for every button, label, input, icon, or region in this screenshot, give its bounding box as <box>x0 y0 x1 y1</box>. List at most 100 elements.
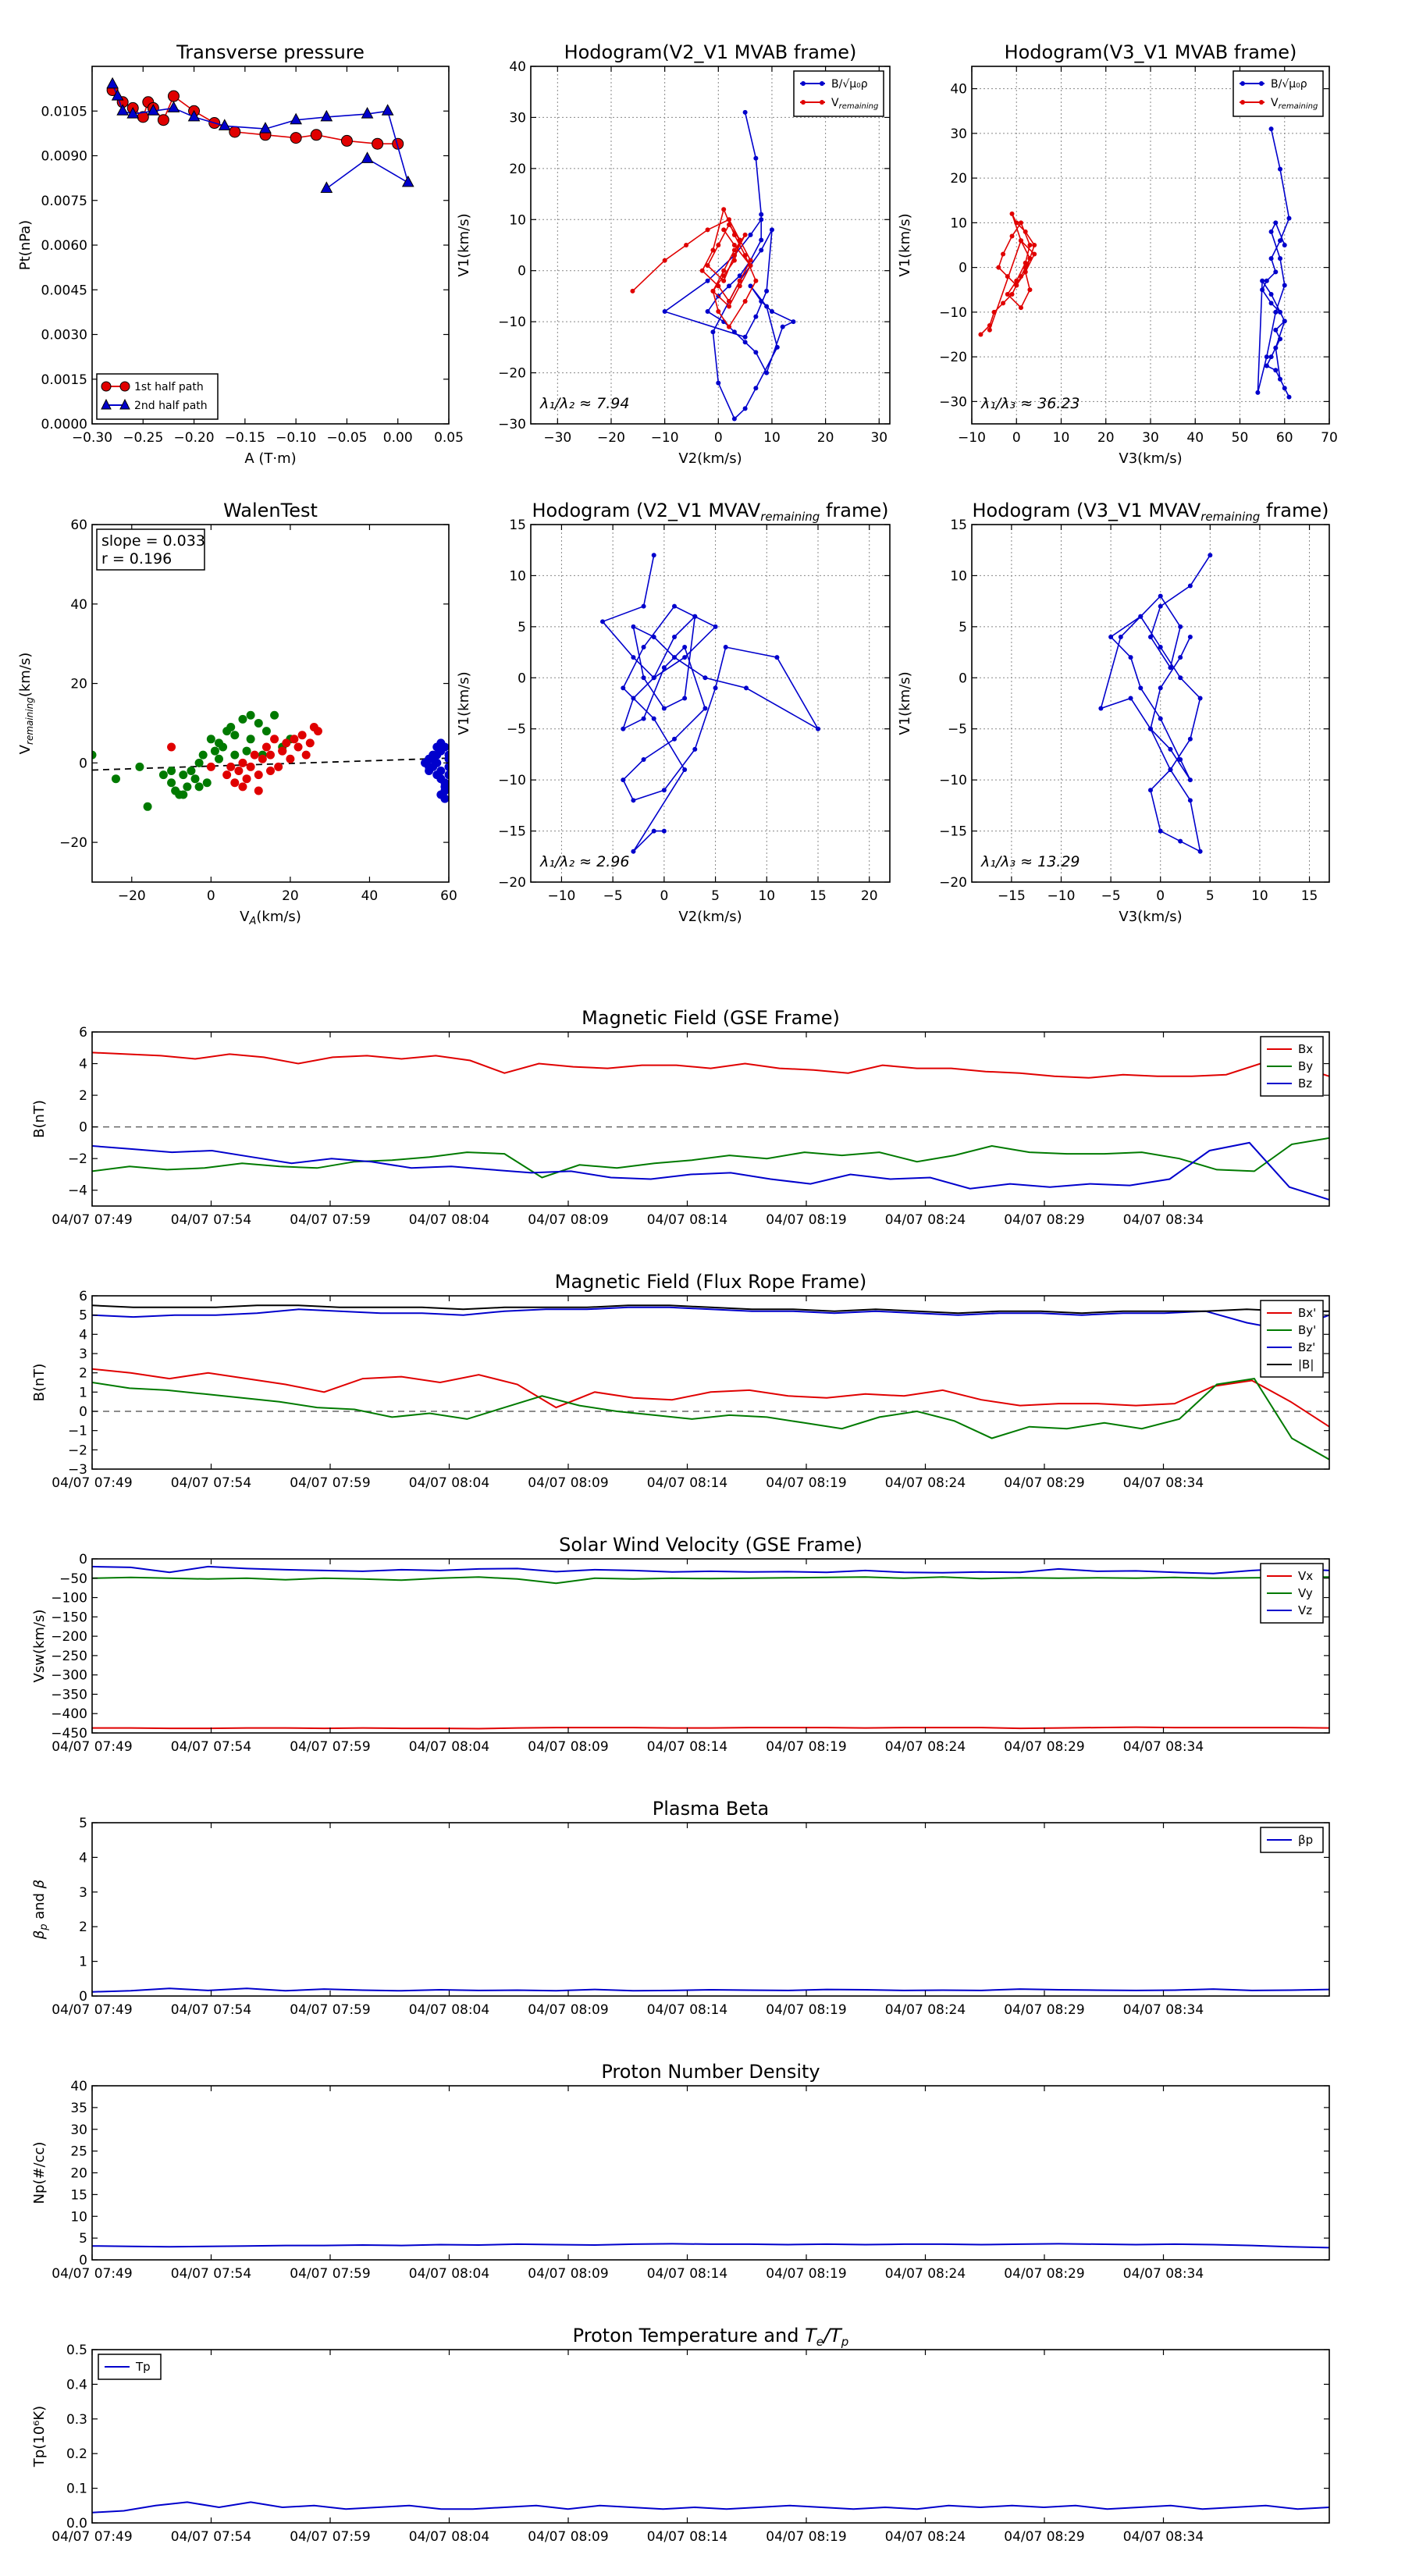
data-point <box>721 278 727 283</box>
data-point <box>202 778 212 788</box>
data-point <box>651 553 656 558</box>
legend-label: 1st half path <box>134 381 204 393</box>
data-point <box>705 227 710 233</box>
x-tick-label: −5 <box>1101 888 1121 904</box>
x-tick-label: 04/07 08:19 <box>766 1739 846 1755</box>
legend-marker <box>101 398 112 410</box>
data-point <box>731 247 737 253</box>
legend-label: Vremaining <box>1271 97 1318 111</box>
data-point <box>230 731 240 740</box>
data-point <box>246 735 255 744</box>
data-point <box>1187 777 1193 783</box>
data-point <box>1158 716 1163 721</box>
data-point <box>206 735 215 744</box>
y-tick-label: 0.0 <box>66 2516 87 2532</box>
data-point <box>978 332 984 337</box>
data-point <box>662 258 667 263</box>
chart-title: WalenTest <box>223 500 318 521</box>
ylabel-part: β <box>31 1880 48 1890</box>
x-tick-label: 04/07 08:19 <box>766 2002 846 2018</box>
x-tick-label: 04/07 07:54 <box>171 2002 251 2018</box>
data-point <box>229 126 241 138</box>
data-point <box>361 107 374 119</box>
data-point <box>1187 583 1193 589</box>
data-point <box>1178 756 1183 762</box>
x-tick-label: 04/07 08:14 <box>647 2266 727 2282</box>
data-point <box>748 232 753 237</box>
title-subscript: p <box>841 2335 849 2349</box>
data-point <box>1208 553 1213 558</box>
y-axis-label: V1(km/s) <box>456 213 472 276</box>
x-tick-label: 15 <box>809 888 827 904</box>
data-point <box>1282 386 1287 391</box>
data-point <box>753 155 759 161</box>
x-tick-label: 04/07 07:54 <box>171 1212 251 1228</box>
y-tick-label: 0.1 <box>66 2482 87 2497</box>
data-point <box>682 645 688 650</box>
data-point <box>672 603 677 609</box>
data-point <box>1187 634 1193 639</box>
data-point <box>731 253 737 258</box>
xlabel-part: (km/s) <box>256 909 301 925</box>
data-point <box>1168 767 1173 773</box>
x-tick-label: 04/07 08:09 <box>528 2529 608 2545</box>
data-point <box>1260 278 1265 283</box>
series-line-11-0 <box>92 2501 1329 2514</box>
y-tick-label: −400 <box>51 1706 87 1722</box>
data-point <box>764 370 770 375</box>
data-point <box>135 762 144 771</box>
data-point <box>381 104 394 116</box>
data-point <box>1005 274 1010 279</box>
data-point <box>791 319 796 325</box>
plot-area <box>92 2243 1329 2249</box>
data-point <box>1023 269 1028 275</box>
y-tick-label: 20 <box>70 2166 87 2182</box>
data-point <box>301 750 311 760</box>
data-point <box>425 762 434 771</box>
data-point <box>753 386 759 391</box>
data-point <box>259 122 272 133</box>
x-tick-label: −15 <box>998 888 1026 904</box>
eigenvalue-ratio-annotation: λ₁/λ₂ ≈ 7.94 <box>539 395 629 412</box>
data-point <box>753 350 759 355</box>
x-tick-label: 04/07 08:24 <box>885 1739 966 1755</box>
data-point <box>716 380 721 386</box>
data-point <box>226 762 236 771</box>
chart-panel-6: −4 −2 0 2 4 6 04/07 07:49 04/07 07:54 04/07 07:5… <box>31 1007 1330 1228</box>
plot-frame <box>91 1031 1330 1207</box>
series-line-10-0 <box>92 2243 1329 2249</box>
x-tick-label: 70 <box>1321 430 1338 446</box>
x-tick-label: 04/07 08:34 <box>1123 2002 1204 2018</box>
plot-frame <box>530 524 891 883</box>
legend-label: By <box>1298 1059 1313 1073</box>
y-tick-label: 0.5 <box>66 2343 87 2358</box>
y-tick-label: 5 <box>79 1816 87 1831</box>
data-point <box>987 327 992 333</box>
data-point <box>780 324 785 329</box>
legend-marker <box>820 100 824 105</box>
y-tick-label: −100 <box>51 1591 87 1606</box>
data-point <box>716 309 721 315</box>
data-point <box>748 258 753 263</box>
x-tick-label: 40 <box>361 888 379 904</box>
data-point <box>234 767 244 776</box>
eigenvalue-ratio-annotation: λ₁/λ₃ ≈ 13.29 <box>980 853 1080 870</box>
data-point <box>991 309 997 315</box>
y-tick-label: 10 <box>950 568 967 584</box>
x-tick-label: 04/07 07:59 <box>290 2266 370 2282</box>
x-tick-label: 10 <box>1251 888 1268 904</box>
data-point <box>143 802 152 811</box>
data-point <box>392 137 404 150</box>
x-tick-label: −10 <box>547 888 575 904</box>
data-point <box>179 790 188 799</box>
data-point <box>1187 798 1193 803</box>
data-point <box>1118 634 1123 639</box>
legend-label-subscript: remaining <box>839 102 879 111</box>
y-tick-label: 0 <box>79 756 87 771</box>
y-tick-label: 20 <box>509 162 526 177</box>
y-tick-label: 40 <box>70 597 87 613</box>
x-tick-label: 10 <box>763 430 781 446</box>
data-point <box>621 726 626 731</box>
data-point <box>1032 251 1037 257</box>
y-axis-label: V1(km/s) <box>897 671 913 735</box>
